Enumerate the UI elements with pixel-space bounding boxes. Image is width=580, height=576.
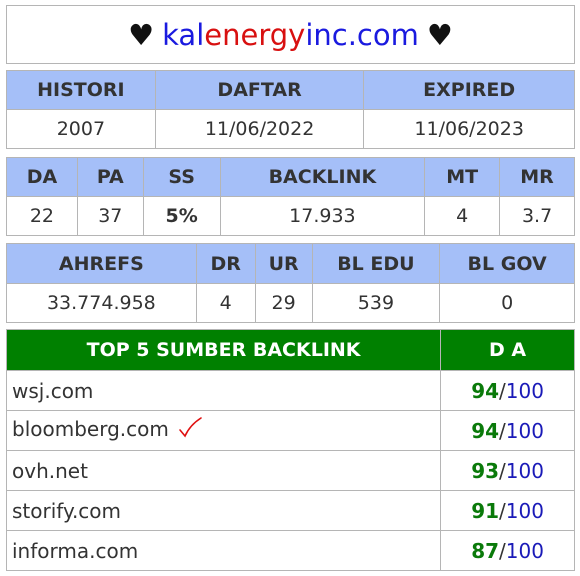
value-expired: 11/06/2023	[363, 109, 575, 149]
da-score: 91	[471, 498, 500, 523]
header-mt: MT	[424, 157, 501, 197]
domain-part-2: energy	[204, 17, 306, 52]
value-daftar: 11/06/2022	[154, 109, 365, 149]
domain-part-1: kal	[162, 17, 205, 52]
metrics-header-row: DA PA SS BACKLINK MT MR	[6, 157, 575, 197]
backlink-da: 94/100	[440, 370, 575, 411]
history-table: HISTORI DAFTAR EXPIRED 2007 11/06/2022 1…	[6, 70, 575, 149]
header-pa: PA	[76, 157, 144, 197]
backlink-da: 87/100	[440, 530, 575, 571]
header-ss: SS	[142, 157, 221, 197]
table-row: bloomberg.com 94/100	[5, 410, 575, 451]
da-score: 87	[471, 538, 500, 563]
backlink-site: wsj.com	[5, 370, 442, 411]
backlink-site: storify.com	[5, 490, 442, 531]
da-max: 100	[505, 418, 544, 443]
value-bl-edu: 539	[311, 283, 441, 323]
backlink-site: ovh.net	[5, 450, 442, 491]
value-mr: 3.7	[499, 196, 575, 236]
header-bl-edu: BL EDU	[311, 243, 441, 284]
header-ahrefs: AHREFS	[6, 243, 197, 284]
da-max: 100	[505, 538, 544, 563]
table-row: informa.com 87/100	[5, 530, 575, 571]
metrics-table: DA PA SS BACKLINK MT MR 22 37 5% 17.933 …	[6, 157, 575, 236]
header-backlink: BACKLINK	[219, 157, 426, 197]
value-ur: 29	[254, 283, 313, 323]
table-row: storify.com 91/100	[5, 490, 575, 531]
ahrefs-table: AHREFS DR UR BL EDU BL GOV 33.774.958 4 …	[6, 243, 575, 323]
value-pa: 37	[76, 196, 144, 236]
site-name: wsj.com	[12, 378, 94, 403]
site-name: ovh.net	[12, 458, 88, 483]
value-ss: 5%	[142, 196, 221, 236]
da-max: 100	[505, 378, 544, 403]
backlink-da: 91/100	[440, 490, 575, 531]
da-score: 93	[471, 458, 500, 483]
da-score: 94	[471, 378, 500, 403]
metrics-value-row: 22 37 5% 17.933 4 3.7	[6, 196, 575, 236]
da-slash: /	[499, 498, 506, 523]
da-score: 94	[471, 418, 500, 443]
header-ur: UR	[254, 243, 313, 284]
value-histori: 2007	[6, 109, 156, 149]
da-slash: /	[499, 458, 506, 483]
header-bl-gov: BL GOV	[439, 243, 575, 284]
da-slash: /	[499, 378, 506, 403]
site-name: storify.com	[12, 498, 122, 523]
site-name: bloomberg.com	[12, 417, 169, 441]
domain-name: kalenergyinc.com	[162, 18, 419, 52]
history-header-row: HISTORI DAFTAR EXPIRED	[6, 70, 575, 110]
heart-icon-right: ♥	[426, 17, 453, 52]
header-expired: EXPIRED	[363, 70, 575, 110]
backlink-site: informa.com	[5, 530, 442, 571]
da-max: 100	[505, 498, 544, 523]
ahrefs-header-row: AHREFS DR UR BL EDU BL GOV	[6, 243, 575, 284]
top-backlinks-table: TOP 5 SUMBER BACKLINK D A wsj.com 94/100…	[5, 329, 575, 571]
backlink-da: 94/100	[440, 410, 575, 451]
domain-title: ♥ kalenergyinc.com ♥	[6, 5, 575, 64]
value-ahrefs: 33.774.958	[6, 283, 197, 323]
site-name: informa.com	[12, 538, 139, 563]
header-dr: DR	[195, 243, 256, 284]
check-icon	[177, 416, 203, 445]
da-slash: /	[499, 418, 506, 443]
da-slash: /	[499, 538, 506, 563]
history-value-row: 2007 11/06/2022 11/06/2023	[6, 109, 575, 149]
header-mr: MR	[499, 157, 575, 197]
backlink-site: bloomberg.com	[5, 410, 442, 451]
domain-part-3: inc.com	[305, 17, 419, 52]
header-histori: HISTORI	[6, 70, 156, 110]
heart-icon-left: ♥	[128, 17, 155, 52]
value-bl-gov: 0	[439, 283, 575, 323]
header-da: DA	[6, 157, 78, 197]
value-da: 22	[6, 196, 78, 236]
header-daftar: DAFTAR	[154, 70, 365, 110]
top-backlinks-header-row: TOP 5 SUMBER BACKLINK D A	[5, 329, 575, 371]
da-max: 100	[505, 458, 544, 483]
header-top-sources: TOP 5 SUMBER BACKLINK	[5, 329, 442, 371]
table-row: wsj.com 94/100	[5, 370, 575, 411]
header-da-score: D A	[440, 329, 575, 371]
backlink-da: 93/100	[440, 450, 575, 491]
value-dr: 4	[195, 283, 256, 323]
table-row: ovh.net 93/100	[5, 450, 575, 491]
ahrefs-value-row: 33.774.958 4 29 539 0	[6, 283, 575, 323]
value-mt: 4	[424, 196, 501, 236]
value-backlink: 17.933	[219, 196, 426, 236]
